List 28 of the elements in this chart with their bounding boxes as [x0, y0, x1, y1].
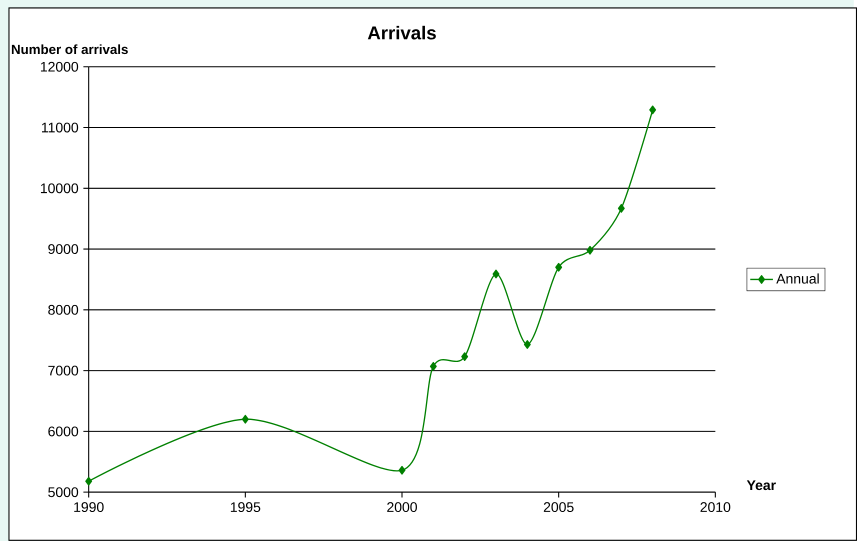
x-tick-label: 2005	[544, 502, 574, 512]
point	[555, 262, 562, 272]
x-tick-label: 1990	[74, 502, 104, 512]
point	[649, 106, 656, 114]
y-axis-title: Number of arrivals	[12, 44, 128, 54]
x-tick-label: 2010	[700, 502, 730, 512]
point	[524, 340, 531, 349]
point	[618, 204, 625, 213]
y-tick-label: 11000	[42, 122, 78, 132]
chart-title: Arrivals	[368, 26, 436, 40]
x-tick-label: 2000	[387, 502, 417, 512]
point	[242, 414, 249, 424]
x-axis-title: Year	[746, 480, 776, 490]
point	[85, 476, 92, 486]
x-tick-label: 1995	[230, 502, 260, 512]
y-tick-label: 6000	[48, 426, 78, 436]
y-tick-label: 9000	[48, 244, 78, 254]
legend-label: Annual	[776, 273, 819, 284]
y-tick-label: 7000	[48, 366, 78, 376]
point	[492, 270, 500, 278]
point	[461, 352, 468, 362]
point	[398, 466, 406, 475]
y-tick-label: 10000	[40, 183, 78, 194]
y-tick-label: 12000	[40, 62, 78, 72]
point	[430, 362, 437, 371]
y-tick-label: 5000	[48, 487, 78, 498]
y-tick-label: 8000	[48, 304, 78, 315]
point	[586, 246, 594, 255]
